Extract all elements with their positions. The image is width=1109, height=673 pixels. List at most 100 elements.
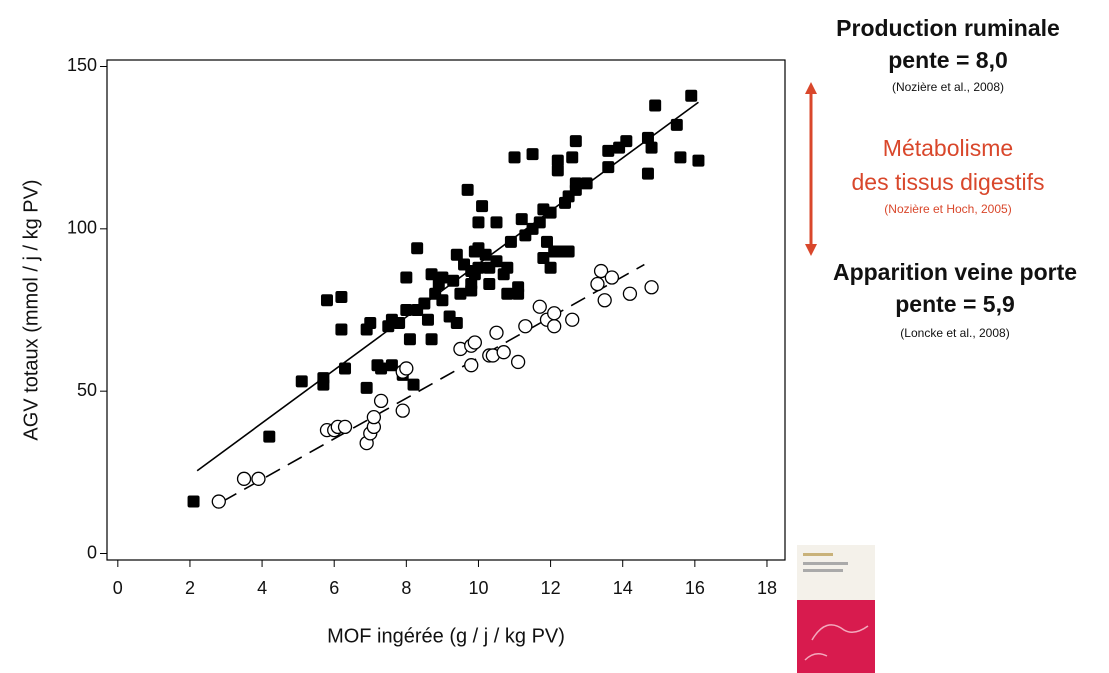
point	[364, 316, 377, 329]
point	[337, 419, 353, 435]
point	[508, 151, 521, 164]
y-tick-label: 100	[67, 218, 97, 238]
x-tick-label: 0	[113, 578, 123, 598]
point	[490, 255, 503, 268]
point	[566, 151, 579, 164]
annotation-line: Métabolisme	[883, 135, 1013, 161]
point	[467, 335, 483, 350]
point	[360, 381, 373, 394]
point	[295, 375, 308, 388]
point	[670, 118, 683, 131]
point	[400, 271, 413, 284]
point	[515, 213, 528, 226]
point	[320, 294, 333, 307]
x-tick-label: 16	[685, 578, 705, 598]
y-tick-label: 0	[87, 542, 97, 562]
book-thumbnail	[797, 545, 875, 673]
point	[532, 299, 547, 314]
y-tick-label: 150	[67, 55, 97, 75]
point	[436, 294, 449, 307]
x-tick-label: 12	[541, 578, 561, 598]
point	[335, 323, 348, 336]
x-tick-label: 8	[401, 578, 411, 598]
point	[403, 333, 416, 346]
point	[335, 291, 348, 304]
annotation-source: (Loncke et al., 2008)	[900, 326, 1009, 340]
point	[436, 271, 449, 284]
point	[533, 216, 546, 229]
point	[518, 319, 533, 334]
point	[393, 316, 406, 329]
point	[373, 393, 389, 409]
point	[580, 177, 593, 190]
point	[540, 235, 553, 248]
point	[512, 287, 525, 300]
point	[590, 276, 605, 292]
x-tick-label: 18	[757, 578, 777, 598]
annotation-source: (Nozière et Hoch, 2005)	[884, 202, 1011, 216]
point	[400, 304, 413, 316]
point	[504, 235, 517, 248]
point	[547, 319, 562, 334]
point	[641, 131, 654, 144]
x-tick-label: 10	[468, 578, 488, 598]
point	[479, 248, 492, 261]
point	[472, 261, 485, 274]
plot-frame	[106, 59, 786, 561]
x-tick-label: 2	[185, 578, 195, 598]
fit-line	[196, 101, 699, 472]
point	[649, 99, 662, 112]
annotation-line: des tissus digestifs	[851, 169, 1044, 195]
point	[537, 252, 550, 265]
point	[465, 284, 478, 297]
point	[366, 409, 382, 425]
point	[263, 430, 276, 443]
point	[385, 359, 398, 372]
point	[339, 362, 352, 375]
point	[317, 372, 330, 385]
x-tick-label: 4	[257, 578, 267, 598]
point	[551, 164, 564, 177]
point	[447, 274, 460, 287]
point	[510, 354, 526, 370]
point	[547, 306, 562, 321]
point	[526, 148, 539, 161]
annotation-title: Production ruminale	[836, 15, 1060, 41]
point	[645, 141, 658, 154]
point	[622, 286, 638, 301]
point	[551, 154, 564, 167]
point	[187, 495, 200, 508]
annotation-slope: pente = 8,0	[888, 47, 1008, 73]
point	[620, 135, 633, 148]
point	[641, 167, 654, 180]
point	[544, 261, 557, 274]
point	[421, 313, 434, 326]
point	[450, 316, 463, 329]
point	[476, 200, 489, 213]
point	[411, 242, 424, 255]
point	[395, 403, 410, 418]
point	[593, 263, 609, 279]
point	[454, 287, 467, 300]
point	[425, 333, 438, 346]
x-axis-title: MOF ingérée (g / j / kg PV)	[327, 625, 565, 647]
point	[236, 471, 252, 486]
y-tick-label: 50	[77, 380, 97, 400]
point	[450, 248, 463, 261]
point	[562, 245, 575, 258]
point	[501, 287, 514, 300]
point	[501, 261, 514, 274]
point	[399, 361, 414, 376]
point	[407, 378, 420, 391]
point	[602, 144, 615, 157]
double-arrow	[805, 82, 817, 256]
annotation-slope: pente = 5,9	[895, 291, 1015, 317]
x-tick-label: 14	[613, 578, 633, 598]
point	[569, 177, 582, 190]
point	[251, 471, 266, 486]
point	[418, 297, 431, 310]
point	[464, 358, 479, 373]
point	[489, 325, 504, 340]
x-tick-label: 6	[329, 578, 339, 598]
